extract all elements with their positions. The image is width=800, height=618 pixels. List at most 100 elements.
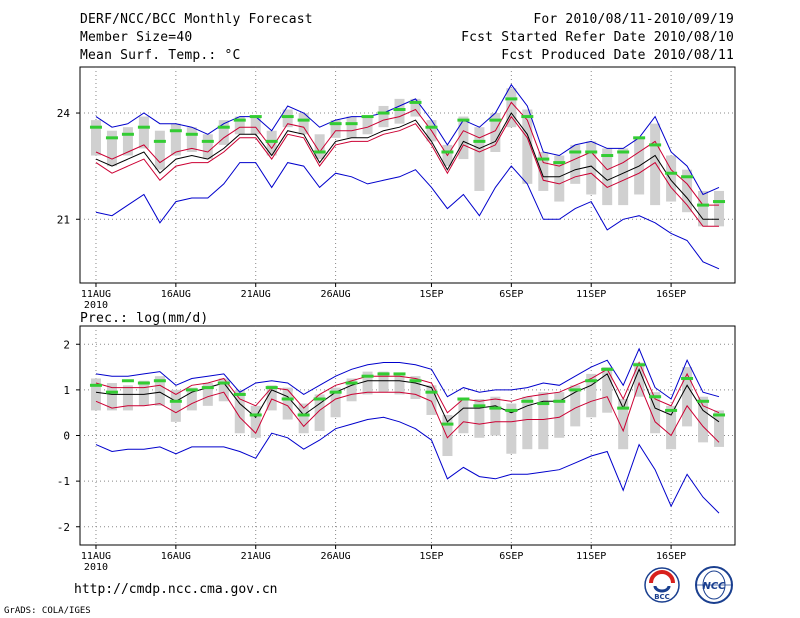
spread-box — [506, 88, 517, 128]
x-tick-label: 21AUG — [241, 551, 271, 562]
x-tick-label: 26AUG — [321, 289, 351, 300]
upper-line — [95, 101, 719, 206]
x-tick-label: 11AUG — [81, 551, 111, 562]
max-line — [95, 83, 720, 196]
y-tick-label: 24 — [57, 107, 71, 120]
spread-box — [298, 403, 309, 434]
member-size-label: Member Size=40 — [80, 30, 193, 45]
spread-box — [410, 98, 421, 117]
spread-box — [506, 403, 517, 454]
spread-box — [186, 387, 197, 411]
x-tick-label: 1SEP — [419, 289, 443, 300]
spread-box — [490, 396, 501, 436]
spread-box — [314, 134, 325, 160]
forecast-period: For 2010/08/11-2010/09/19 — [533, 12, 734, 27]
bcc-logo: BCC — [644, 567, 680, 603]
spread-box — [218, 120, 229, 145]
source-url[interactable]: http://cmdp.ncc.cma.gov.cn — [74, 582, 278, 597]
spread-box — [282, 387, 293, 420]
spread-box — [346, 116, 357, 138]
spread-box — [442, 414, 453, 457]
max-line — [95, 347, 720, 400]
spread-box — [170, 389, 181, 422]
spread-box — [650, 123, 661, 206]
spread-box — [682, 367, 693, 427]
spread-box — [458, 116, 469, 160]
spread-box — [474, 127, 485, 191]
grads-credit: GrADS: COLA/IGES — [4, 606, 91, 616]
spread-box — [618, 148, 629, 206]
year-label: 2010 — [84, 562, 108, 573]
y-tick-label: 0 — [63, 430, 70, 443]
min-line — [95, 416, 720, 514]
x-tick-label: 16SEP — [656, 289, 686, 300]
spread-box — [554, 155, 565, 202]
spread-box — [378, 371, 389, 393]
spread-box — [250, 405, 261, 438]
spread-box — [298, 113, 309, 135]
spread-box — [282, 109, 293, 128]
spread-box — [138, 380, 149, 406]
spread-box — [666, 155, 677, 202]
produced-date: Fcst Produced Date 2010/08/11 — [501, 48, 734, 63]
spread-box — [474, 399, 485, 438]
spread-box — [570, 385, 581, 427]
spread-box — [154, 130, 165, 170]
spread-box — [634, 362, 645, 397]
precipitation-panel: 11AUG 16AUG 21AUG 26AUG 1SEP 6SEP 11SEP 16SEP20… — [57, 325, 736, 573]
lower-line — [95, 381, 720, 443]
spread-box — [426, 385, 437, 415]
spread-box — [106, 130, 117, 167]
spread-box — [90, 120, 101, 156]
spread-box — [410, 376, 421, 399]
mean-line — [95, 367, 720, 423]
spread-box — [602, 367, 613, 413]
mean-line — [95, 112, 719, 220]
spread-box — [266, 385, 277, 411]
x-tick-label: 11SEP — [576, 551, 606, 562]
y-tick-label: 2 — [63, 338, 70, 351]
spread-box — [250, 116, 261, 135]
temperature-panel: 11AUG 16AUG 21AUG 26AUG 1SEP 6SEP 11SEP 16SEP 20… — [57, 66, 736, 311]
variable-label-precip: Prec.: log(mm/d) — [80, 311, 209, 326]
spread-box — [314, 394, 325, 431]
chart-title: DERF/NCC/BCC Monthly Forecast — [80, 12, 313, 27]
x-tick-label: 16SEP — [656, 551, 686, 562]
spread-box — [138, 116, 149, 149]
spread-box — [266, 130, 277, 156]
spread-box — [202, 383, 213, 406]
spread-box — [522, 109, 533, 184]
ncc-logo-text: NCC — [702, 581, 726, 592]
x-tick-label: 21AUG — [241, 289, 271, 300]
spread-box — [154, 376, 165, 406]
y-tick-label: -2 — [57, 521, 70, 534]
variable-label-temperature: Mean Surf. Temp.: °C — [80, 48, 241, 63]
spread-box — [330, 387, 341, 418]
year-label: 2010 — [84, 300, 108, 311]
spread-box — [234, 389, 245, 434]
x-tick-label: 11AUG — [81, 289, 111, 300]
plot-frame — [79, 66, 736, 284]
spread-box — [714, 190, 725, 227]
spread-box — [714, 410, 725, 447]
x-tick-label: 6SEP — [499, 289, 523, 300]
x-tick-label: 26AUG — [321, 551, 351, 562]
y-tick-label: 1 — [63, 384, 70, 397]
spread-box — [698, 190, 709, 227]
upper-line — [95, 361, 720, 414]
spread-box — [234, 116, 245, 135]
spread-box — [618, 399, 629, 450]
spread-box — [586, 373, 597, 418]
spread-box — [554, 392, 565, 438]
x-tick-label: 6SEP — [499, 551, 523, 562]
spread-box — [346, 378, 357, 402]
y-tick-label: 21 — [57, 213, 70, 226]
spread-box — [186, 127, 197, 152]
x-tick-label: 1SEP — [419, 551, 443, 562]
spread-box — [378, 105, 389, 128]
spread-box — [698, 396, 709, 443]
spread-box — [90, 378, 101, 411]
spread-box — [650, 392, 661, 434]
spread-box — [202, 134, 213, 160]
